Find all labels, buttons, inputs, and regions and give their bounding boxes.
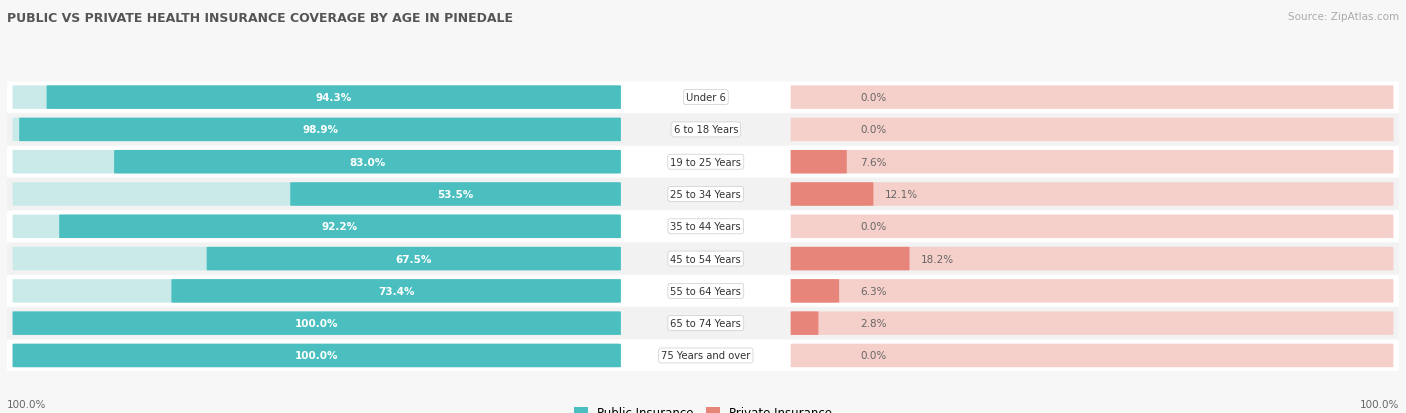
- FancyBboxPatch shape: [59, 215, 621, 238]
- FancyBboxPatch shape: [790, 183, 1393, 206]
- Text: Source: ZipAtlas.com: Source: ZipAtlas.com: [1288, 12, 1399, 22]
- FancyBboxPatch shape: [790, 247, 1393, 271]
- Text: 98.9%: 98.9%: [302, 125, 337, 135]
- FancyBboxPatch shape: [114, 151, 621, 174]
- Text: 6.3%: 6.3%: [860, 286, 887, 296]
- FancyBboxPatch shape: [790, 280, 839, 303]
- FancyBboxPatch shape: [13, 312, 621, 335]
- Text: 18.2%: 18.2%: [921, 254, 953, 264]
- FancyBboxPatch shape: [790, 183, 873, 206]
- Text: 94.3%: 94.3%: [315, 93, 352, 103]
- FancyBboxPatch shape: [790, 280, 1393, 303]
- FancyBboxPatch shape: [790, 119, 1393, 142]
- FancyBboxPatch shape: [46, 86, 621, 109]
- FancyBboxPatch shape: [13, 86, 621, 109]
- FancyBboxPatch shape: [13, 312, 621, 335]
- FancyBboxPatch shape: [790, 312, 818, 335]
- FancyBboxPatch shape: [13, 280, 621, 303]
- Text: 25 to 34 Years: 25 to 34 Years: [671, 190, 741, 199]
- Text: 65 to 74 Years: 65 to 74 Years: [671, 318, 741, 328]
- Text: 67.5%: 67.5%: [395, 254, 432, 264]
- Text: 0.0%: 0.0%: [860, 222, 887, 232]
- FancyBboxPatch shape: [790, 86, 1393, 109]
- FancyBboxPatch shape: [13, 215, 621, 238]
- FancyBboxPatch shape: [7, 82, 1399, 114]
- Text: 0.0%: 0.0%: [860, 93, 887, 103]
- FancyBboxPatch shape: [7, 211, 1399, 242]
- FancyBboxPatch shape: [13, 119, 621, 142]
- FancyBboxPatch shape: [790, 247, 910, 271]
- FancyBboxPatch shape: [7, 308, 1399, 339]
- Text: 75 Years and over: 75 Years and over: [661, 351, 751, 361]
- FancyBboxPatch shape: [7, 243, 1399, 275]
- FancyBboxPatch shape: [290, 183, 621, 206]
- FancyBboxPatch shape: [790, 312, 1393, 335]
- Text: 0.0%: 0.0%: [860, 351, 887, 361]
- FancyBboxPatch shape: [7, 275, 1399, 307]
- Text: 12.1%: 12.1%: [884, 190, 918, 199]
- Text: 100.0%: 100.0%: [1360, 399, 1399, 409]
- Text: 55 to 64 Years: 55 to 64 Years: [671, 286, 741, 296]
- Text: 35 to 44 Years: 35 to 44 Years: [671, 222, 741, 232]
- Text: 0.0%: 0.0%: [860, 125, 887, 135]
- Text: 2.8%: 2.8%: [860, 318, 887, 328]
- FancyBboxPatch shape: [20, 119, 621, 142]
- Text: 19 to 25 Years: 19 to 25 Years: [671, 157, 741, 167]
- FancyBboxPatch shape: [7, 340, 1399, 371]
- FancyBboxPatch shape: [790, 151, 1393, 174]
- Text: 73.4%: 73.4%: [378, 286, 415, 296]
- FancyBboxPatch shape: [7, 147, 1399, 178]
- Text: 100.0%: 100.0%: [295, 351, 339, 361]
- FancyBboxPatch shape: [13, 247, 621, 271]
- FancyBboxPatch shape: [13, 344, 621, 367]
- Text: 100.0%: 100.0%: [295, 318, 339, 328]
- Text: Under 6: Under 6: [686, 93, 725, 103]
- Text: PUBLIC VS PRIVATE HEALTH INSURANCE COVERAGE BY AGE IN PINEDALE: PUBLIC VS PRIVATE HEALTH INSURANCE COVER…: [7, 12, 513, 25]
- FancyBboxPatch shape: [13, 151, 621, 174]
- Legend: Public Insurance, Private Insurance: Public Insurance, Private Insurance: [569, 401, 837, 413]
- Text: 53.5%: 53.5%: [437, 190, 474, 199]
- Text: 7.6%: 7.6%: [860, 157, 887, 167]
- Text: 100.0%: 100.0%: [7, 399, 46, 409]
- Text: 83.0%: 83.0%: [349, 157, 385, 167]
- FancyBboxPatch shape: [790, 151, 846, 174]
- FancyBboxPatch shape: [7, 179, 1399, 210]
- FancyBboxPatch shape: [13, 344, 621, 367]
- Text: 45 to 54 Years: 45 to 54 Years: [671, 254, 741, 264]
- FancyBboxPatch shape: [7, 114, 1399, 146]
- FancyBboxPatch shape: [172, 280, 621, 303]
- Text: 92.2%: 92.2%: [322, 222, 359, 232]
- Text: 6 to 18 Years: 6 to 18 Years: [673, 125, 738, 135]
- FancyBboxPatch shape: [207, 247, 621, 271]
- FancyBboxPatch shape: [790, 215, 1393, 238]
- FancyBboxPatch shape: [790, 344, 1393, 367]
- FancyBboxPatch shape: [13, 183, 621, 206]
